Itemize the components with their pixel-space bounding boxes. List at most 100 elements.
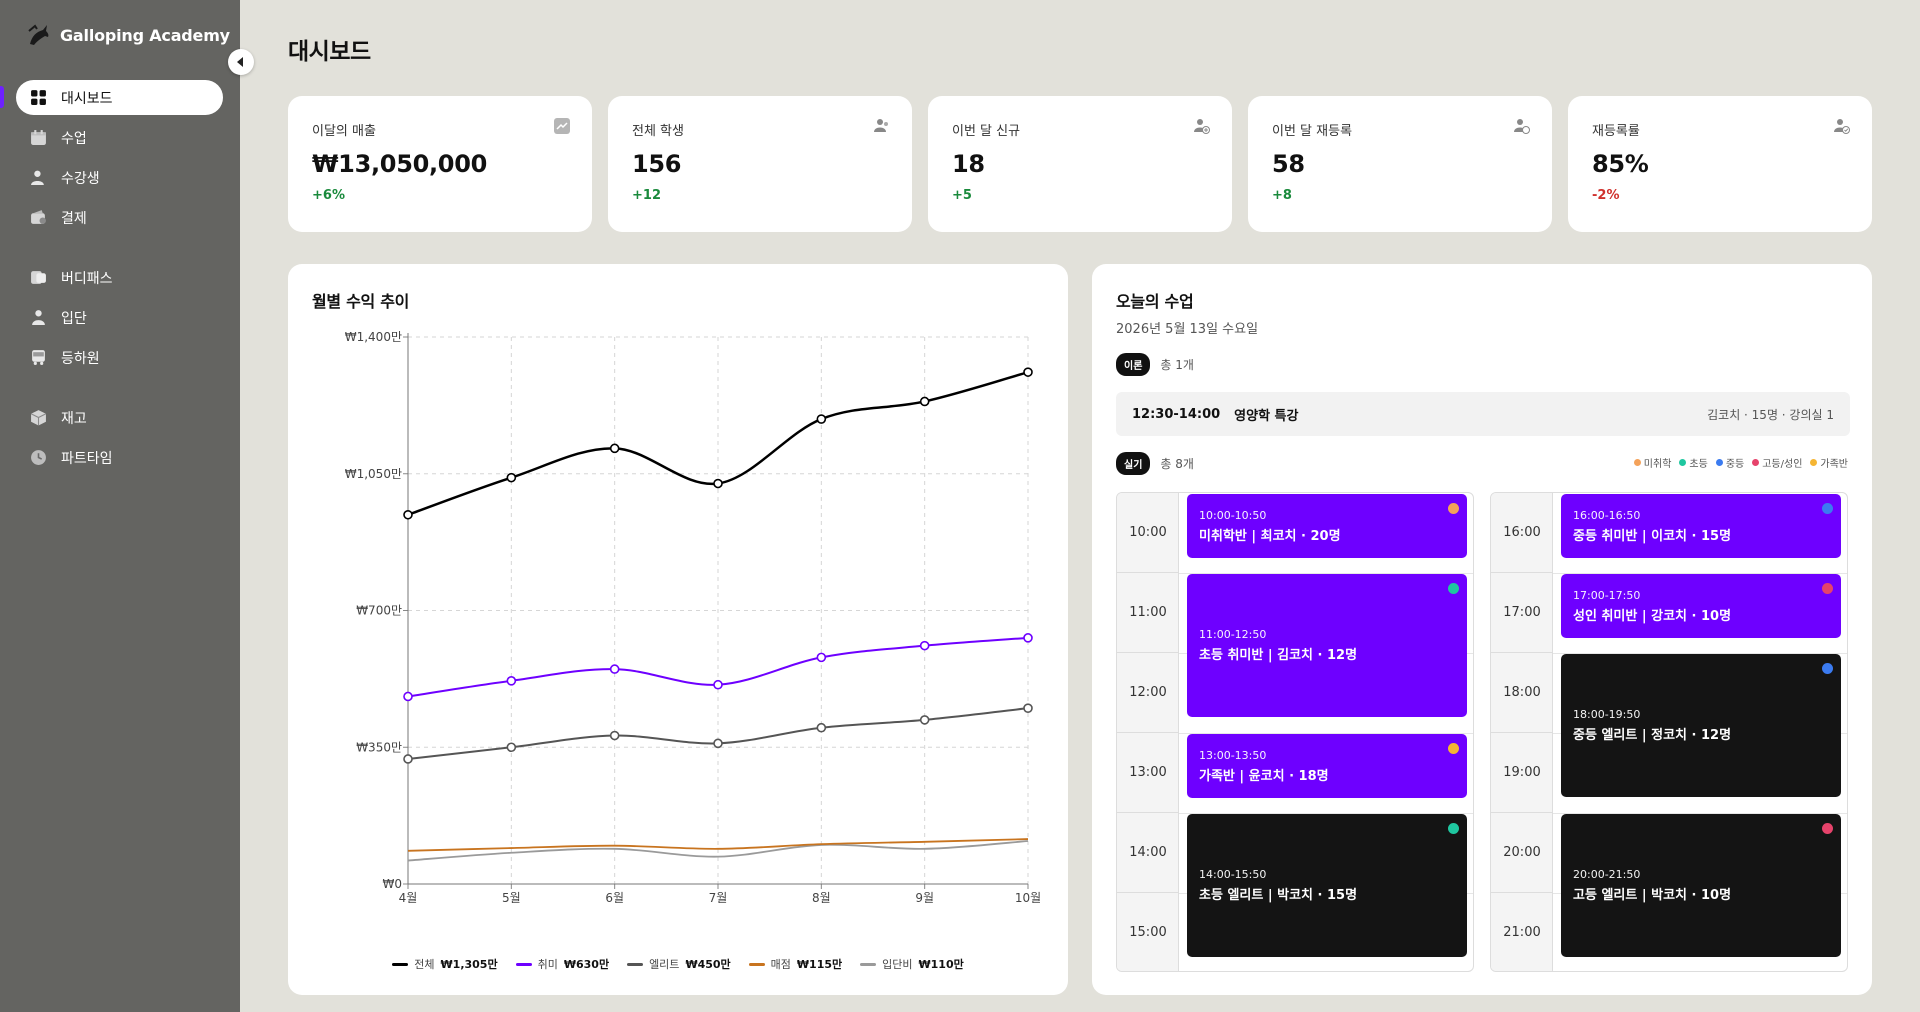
category-dot xyxy=(1822,823,1833,834)
class-block[interactable]: 16:00-16:50 중등 취미반 | 이코치 · 15명 xyxy=(1561,494,1841,559)
sidebar-item-classes[interactable]: 수업 xyxy=(16,120,223,155)
data-point-엘리트 xyxy=(816,722,827,733)
data-point-전체 xyxy=(609,443,620,454)
stat-value: 85% xyxy=(1592,150,1649,178)
category-label: 중등 xyxy=(1725,459,1745,470)
legend-item-total[interactable]: 전체 ₩1,305만 xyxy=(392,956,498,972)
class-time: 16:00-16:50 xyxy=(1573,508,1641,522)
class-title: 가족반 | 윤코치 · 18명 xyxy=(1199,768,1329,784)
user-check-icon xyxy=(1834,118,1850,134)
theory-class-item[interactable]: 12:30-14:00 영양학 특강 김코치 · 15명 · 강의실 1 xyxy=(1116,392,1850,436)
stat-label: 전체 학생 xyxy=(632,124,684,139)
legend-name: 입단비 xyxy=(882,958,913,971)
sidebar-item-label: 등하원 xyxy=(61,350,100,367)
user-refresh-icon xyxy=(1514,118,1530,134)
class-time: 17:00-17:50 xyxy=(1573,588,1641,602)
legend-item-elite[interactable]: 엘리트 ₩450만 xyxy=(627,956,731,972)
sidebar: Galloping Academy 대시보드 수업 수강생 결제 버디패스 입단 xyxy=(0,0,240,1012)
category-dot xyxy=(1752,459,1760,466)
legend-swatch xyxy=(748,962,765,966)
data-point-엘리트 xyxy=(713,738,723,749)
x-tick-label: 4월 xyxy=(399,891,418,905)
class-time: 20:00-21:50 xyxy=(1573,868,1641,882)
time-slot-label: 18:00 xyxy=(1491,653,1553,733)
theory-time: 12:30-14:00 xyxy=(1132,406,1221,422)
class-block[interactable]: 17:00-17:50 성인 취미반 | 강코치 · 10명 xyxy=(1561,574,1841,639)
legend-item-joinfee[interactable]: 입단비 ₩110만 xyxy=(860,956,964,972)
stat-value: 58 xyxy=(1272,150,1305,178)
category-middle: 중등 xyxy=(1715,455,1745,470)
theory-name: 영양학 특강 xyxy=(1234,408,1299,424)
category-dot xyxy=(1448,823,1459,834)
today-classes-title: 오늘의 수업 xyxy=(1116,292,1194,311)
time-slot-divider xyxy=(1179,573,1473,574)
sidebar-item-buddypass[interactable]: 버디패스 xyxy=(16,260,223,295)
y-tick-label: ₩700만 xyxy=(356,604,402,618)
time-slot-label: 15:00 xyxy=(1117,893,1179,971)
horse-logo-icon xyxy=(28,24,49,45)
time-slot-label: 14:00 xyxy=(1117,813,1179,893)
class-block[interactable]: 10:00-10:50 미취학반 | 최코치 · 20명 xyxy=(1187,494,1467,559)
sidebar-item-join[interactable]: 입단 xyxy=(16,300,223,335)
sidebar-item-parttime[interactable]: 파트타임 xyxy=(16,440,223,475)
class-block[interactable]: 18:00-19:50 중등 엘리트 | 정코치 · 12명 xyxy=(1561,654,1841,798)
category-elementary: 초등 xyxy=(1679,455,1708,470)
sidebar-item-label: 결제 xyxy=(61,210,87,227)
stat-delta: +12 xyxy=(632,188,661,203)
data-point-전체 xyxy=(1023,367,1033,377)
data-point-엘리트 xyxy=(403,754,413,764)
x-tick-label: 9월 xyxy=(915,891,934,905)
today-date: 2026년 5월 13일 수요일 xyxy=(1116,322,1259,337)
sidebar-item-label: 대시보드 xyxy=(61,90,113,107)
legend-name: 취미 xyxy=(537,958,558,971)
legend-item-hobby[interactable]: 취미 ₩630만 xyxy=(515,956,609,972)
legend-name: 엘리트 xyxy=(649,958,680,971)
revenue-chart-panel: 월별 수익 추이 ₩0 ₩350만 ₩700만 ₩1,050만 ₩1,400만 4월 5월 6… xyxy=(288,264,1068,995)
data-point-전체 xyxy=(403,509,413,520)
class-block[interactable]: 14:00-15:50 초등 엘리트 | 박코치 · 15명 xyxy=(1187,814,1467,958)
class-block[interactable]: 11:00-12:50 초등 취미반 | 김코치 · 12명 xyxy=(1187,574,1467,718)
stat-delta: -2% xyxy=(1592,188,1620,203)
class-title: 미취학반 | 최코치 · 20명 xyxy=(1199,528,1341,544)
class-time: 18:00-19:50 xyxy=(1573,708,1641,722)
time-slot-label: 10:00 xyxy=(1117,493,1179,573)
stat-card-new-students: 이번 달 신규 18 +5 xyxy=(928,96,1232,232)
active-nav-marker xyxy=(0,86,4,108)
stat-value: 156 xyxy=(632,150,682,178)
category-dot xyxy=(1448,743,1459,754)
app-logo[interactable]: Galloping Academy xyxy=(26,22,230,48)
sidebar-collapse-button[interactable] xyxy=(228,49,254,75)
legend-item-store[interactable]: 매점 ₩115만 xyxy=(748,956,842,972)
stat-value: 18 xyxy=(952,150,985,178)
stat-delta: +8 xyxy=(1272,188,1292,203)
today-classes-panel: 오늘의 수업 2026년 5월 13일 수요일 이론 총 1개 12:30-14… xyxy=(1092,264,1872,995)
data-point-취미 xyxy=(609,664,620,674)
stat-label: 이번 달 신규 xyxy=(952,124,1021,139)
time-slot-label: 19:00 xyxy=(1491,733,1553,813)
data-point-취미 xyxy=(713,679,723,690)
time-column: 10:00 11:00 12:00 13:00 14:00 15:00 xyxy=(1117,493,1179,971)
theory-header: 이론 총 1개 xyxy=(1116,353,1194,376)
students-icon xyxy=(30,169,47,186)
sidebar-item-label: 수강생 xyxy=(61,170,100,187)
class-block[interactable]: 13:00-13:50 가족반 | 윤코치 · 18명 xyxy=(1187,734,1467,799)
sidebar-item-commute[interactable]: 등하원 xyxy=(16,340,223,375)
class-title: 고등 엘리트 | 박코치 · 10명 xyxy=(1573,888,1732,904)
sidebar-item-students[interactable]: 수강생 xyxy=(16,160,223,195)
time-slot-label: 11:00 xyxy=(1117,573,1179,653)
category-dot xyxy=(1448,583,1459,594)
data-point-전체 xyxy=(816,414,827,424)
sidebar-item-payment[interactable]: 결제 xyxy=(16,200,223,235)
clock-icon xyxy=(30,449,47,466)
sidebar-item-inventory[interactable]: 재고 xyxy=(16,400,223,435)
class-block[interactable]: 20:00-21:50 고등 엘리트 | 박코치 · 10명 xyxy=(1561,814,1841,958)
category-high-adult: 고등/성인 xyxy=(1752,455,1802,470)
series-line-입단비 xyxy=(407,840,1029,862)
pass-icon xyxy=(30,269,47,286)
theory-count: 총 1개 xyxy=(1160,358,1194,372)
category-label: 미취학 xyxy=(1643,459,1672,470)
chart-legend: 전체 ₩1,305만 취미 ₩630만 엘리트 ₩450만 매점 ₩115만 입… xyxy=(288,956,1068,972)
practice-header: 실기 총 8개 xyxy=(1116,452,1194,475)
sidebar-item-dashboard[interactable]: 대시보드 xyxy=(16,80,223,115)
category-label: 초등 xyxy=(1689,459,1708,470)
